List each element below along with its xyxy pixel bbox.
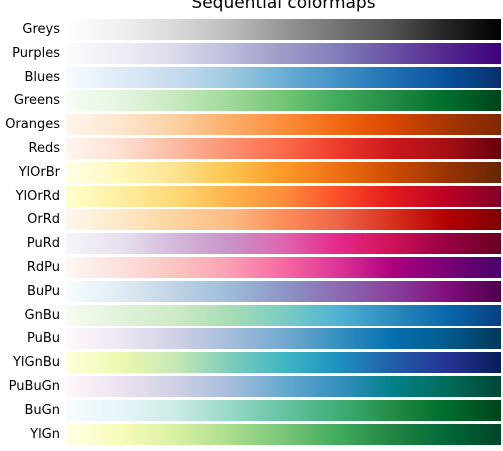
colormap-label: Greys (22, 22, 60, 37)
colormap-row: YlOrBr (0, 161, 503, 183)
colormap-bar (66, 209, 501, 231)
colormap-bar (66, 352, 501, 374)
colormap-label: PuBu (26, 331, 60, 347)
colormap-bar (66, 304, 501, 326)
colormap-bar (66, 138, 501, 159)
colormap-bar (66, 376, 501, 397)
chart-title: Sequential colormaps (191, 0, 376, 13)
colormap-label: PuBuGn (8, 379, 60, 394)
colormap-bar (66, 280, 501, 302)
colormap-label: BuPu (26, 283, 60, 299)
colormap-bar (66, 423, 501, 445)
colormap-row: BuPu (0, 280, 503, 302)
colormap-row: YlGnBu (0, 352, 503, 374)
colormap-row: Blues (0, 66, 503, 88)
colormap-bar (66, 328, 501, 350)
colormap-row: Purples (0, 42, 503, 64)
colormap-row: YlGn (0, 423, 503, 445)
colormap-bar (66, 114, 501, 136)
colormap-label: YlOrRd (15, 188, 60, 204)
colormap-row: Oranges (0, 114, 503, 136)
colormap-label: YlGnBu (12, 355, 60, 371)
colormap-bar (66, 161, 501, 183)
colormap-label: Oranges (5, 117, 60, 133)
colormap-label: YlOrBr (18, 164, 60, 180)
colormap-label: Greens (13, 93, 60, 109)
colormap-label: GnBu (24, 307, 60, 323)
colormap-row: GnBu (0, 304, 503, 326)
colormap-bar (66, 90, 501, 112)
colormap-row: RdPu (0, 257, 503, 278)
colormap-label: PuRd (26, 236, 60, 252)
colormap-row: PuBu (0, 328, 503, 350)
colormap-bar (66, 233, 501, 255)
colormap-bar (66, 42, 501, 64)
colormap-label: RdPu (26, 260, 60, 275)
colormap-label: Purples (12, 45, 60, 61)
colormap-bar (66, 399, 501, 421)
colormap-row: PuBuGn (0, 376, 503, 397)
colormap-label: OrRd (27, 212, 60, 228)
colormap-row: OrRd (0, 209, 503, 231)
colormap-row: Greens (0, 90, 503, 112)
colormap-bar (66, 66, 501, 88)
colormap-row: PuRd (0, 233, 503, 255)
colormap-row: Greys (0, 19, 503, 40)
colormap-label: BuGn (24, 402, 60, 418)
colormap-label: Blues (24, 69, 60, 85)
colormap-label: YlGn (30, 426, 60, 442)
colormap-label: Reds (28, 141, 60, 156)
colormap-bar (66, 185, 501, 207)
colormap-row: BuGn (0, 399, 503, 421)
colormap-bar (66, 257, 501, 278)
colormap-bar (66, 19, 501, 40)
colormap-row: YlOrRd (0, 185, 503, 207)
colormap-row: Reds (0, 138, 503, 159)
